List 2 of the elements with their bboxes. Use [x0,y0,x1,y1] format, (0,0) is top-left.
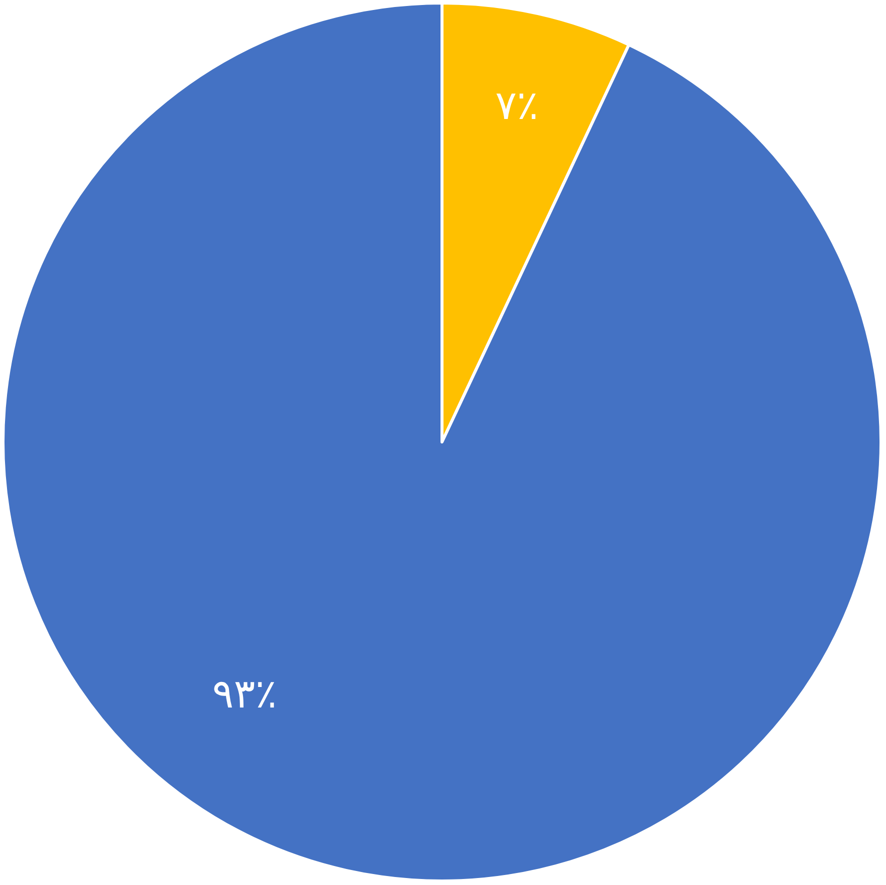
data-label: ۷٪ [495,82,538,129]
data-label: ۹۳٪ [212,672,277,718]
